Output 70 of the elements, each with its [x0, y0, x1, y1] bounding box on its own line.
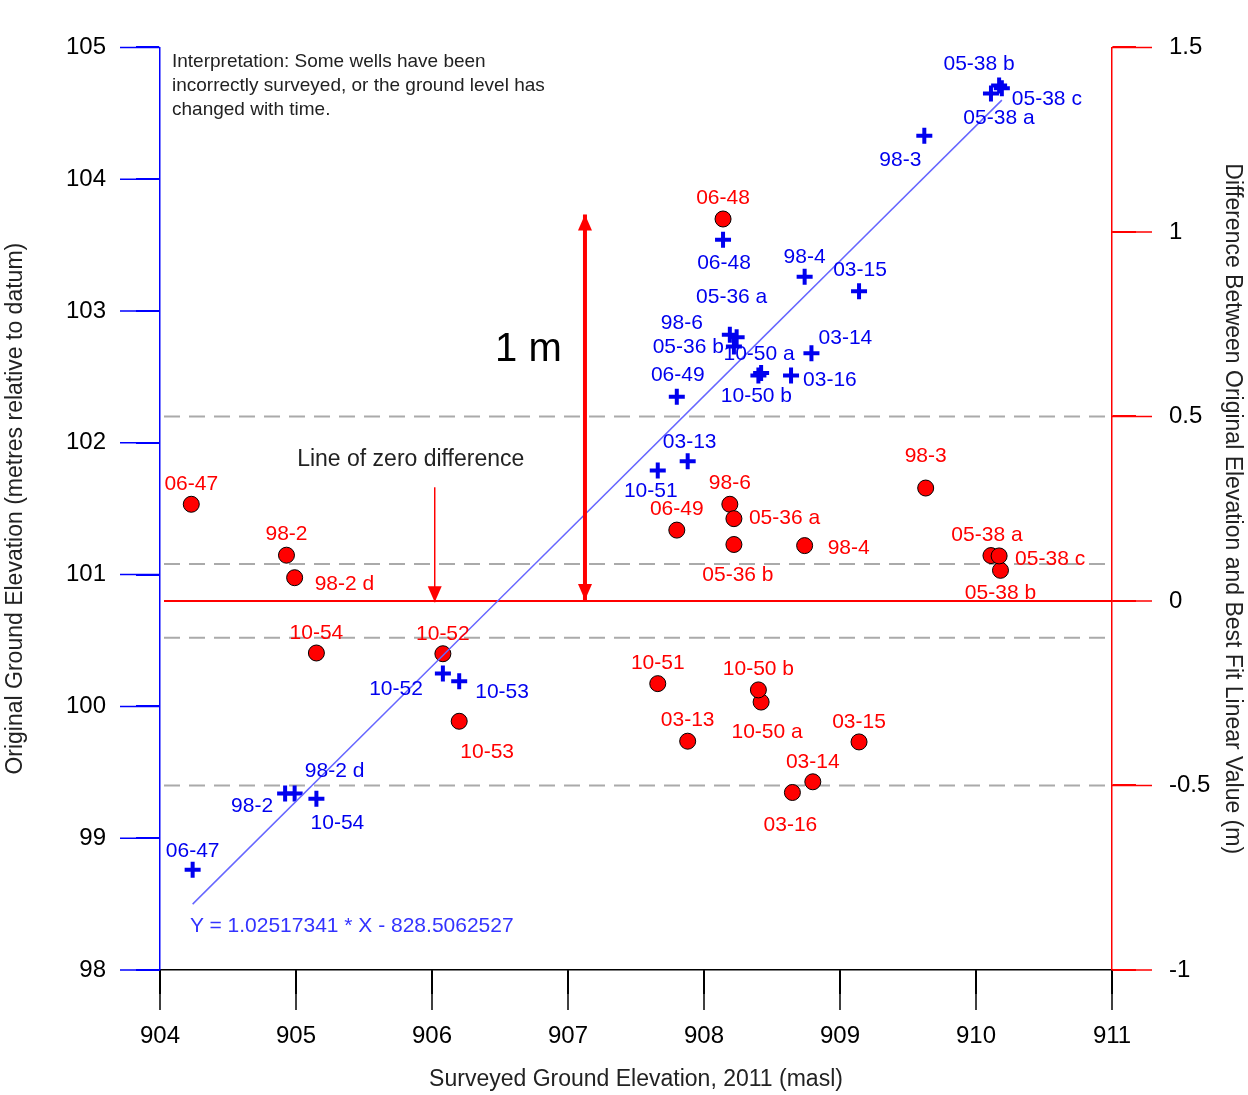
data-label: 10-53: [460, 739, 515, 763]
x-tick-label: 907: [547, 1021, 589, 1049]
x-tick-label: 908: [683, 1021, 725, 1049]
y-tick-label: 105: [65, 32, 106, 60]
y2-tick-label: 1: [1169, 216, 1183, 244]
x-tick-label: 909: [819, 1021, 861, 1049]
data-label: 03-14: [785, 748, 840, 772]
data-label: 05-36 a: [696, 284, 768, 308]
data-label: 98-2: [231, 793, 274, 817]
data-label: 98-6: [660, 309, 703, 333]
data-label: 98-2 d: [314, 570, 375, 594]
y-tick-label: 99: [79, 822, 106, 850]
y2-tick-label: -0.5: [1169, 770, 1211, 798]
data-label: 98-3: [904, 442, 947, 466]
data-label: 03-16: [803, 367, 857, 391]
data-label: 03-14: [818, 324, 873, 348]
x-axis-title: Surveyed Ground Elevation, 2011 (masl): [429, 1064, 843, 1091]
y2-tick-label: -1: [1169, 954, 1191, 982]
data-label: 98-6: [708, 470, 751, 494]
data-label: 10-51: [630, 650, 685, 674]
data-label: 03-16: [763, 812, 818, 836]
annotation: Interpretation: Some wells have been incorrectly surveyed, or the ground level has changed with time.: [172, 50, 545, 120]
x-tick-label: 905: [275, 1021, 317, 1049]
data-label: 03-15: [832, 708, 886, 732]
y-tick-label: 101: [65, 559, 106, 587]
data-label: 03-15: [833, 257, 887, 281]
x-tick-label: 911: [1092, 1021, 1132, 1049]
y-tick-label: 98: [79, 954, 106, 982]
x-tick-label: 906: [411, 1021, 453, 1049]
annotation: Y = 1.02517341 * X - 828.5062527: [189, 913, 514, 937]
data-label: 10-50 b: [722, 655, 795, 679]
data-label: 10-54: [310, 810, 365, 834]
y-tick-label: 103: [65, 295, 106, 323]
data-label: 10-50 b: [720, 383, 793, 407]
data-label: 06-47: [165, 837, 220, 861]
data-label: 05-38 b: [943, 51, 1015, 75]
data-label: 05-38 b: [964, 580, 1037, 604]
data-label: 05-36 b: [702, 562, 774, 586]
data-label: 06-48: [696, 184, 750, 208]
y2-tick-label: 0: [1169, 585, 1183, 613]
data-label: 06-49: [650, 362, 705, 386]
data-label: 03-13: [662, 429, 717, 453]
y-tick-label: 104: [65, 163, 106, 191]
data-label: 06-48: [697, 249, 751, 273]
y2-tick-label: 0.5: [1169, 401, 1203, 429]
data-label: 98-2: [265, 521, 308, 544]
y2-tick-label: 1.5: [1169, 32, 1203, 60]
x-tick-label: 904: [139, 1021, 181, 1049]
annotation: Line of zero difference: [297, 444, 525, 471]
y-tick-label: 100: [65, 691, 106, 719]
data-label: 05-38 a: [951, 522, 1023, 546]
y2-axis-title: Difference Between Original Elevation and Best Fit Linear Value (m): [1220, 163, 1247, 855]
data-label: 10-51: [623, 478, 678, 502]
data-label: 10-52: [416, 620, 470, 644]
data-label: 05-38 c: [1015, 545, 1086, 569]
y-tick-label: 102: [65, 427, 106, 455]
data-label: 06-47: [164, 471, 219, 495]
data-label: 10-50 a: [731, 718, 804, 742]
data-label: 98-4: [783, 243, 826, 267]
x-tick-label: 910: [955, 1021, 997, 1049]
data-label: 05-38 c: [1011, 86, 1082, 110]
data-label: 03-13: [660, 706, 715, 730]
data-label: 05-36 b: [652, 334, 724, 358]
annotation: 1 m: [495, 325, 562, 370]
data-label: 10-53: [475, 679, 529, 703]
data-label: 98-4: [827, 535, 870, 559]
data-label: 10-54: [289, 619, 344, 643]
data-label: 98-3: [879, 146, 922, 170]
data-label: 05-36 a: [748, 505, 821, 529]
y-axis-title: Original Ground Elevation (metres relative to datum): [1, 242, 28, 775]
